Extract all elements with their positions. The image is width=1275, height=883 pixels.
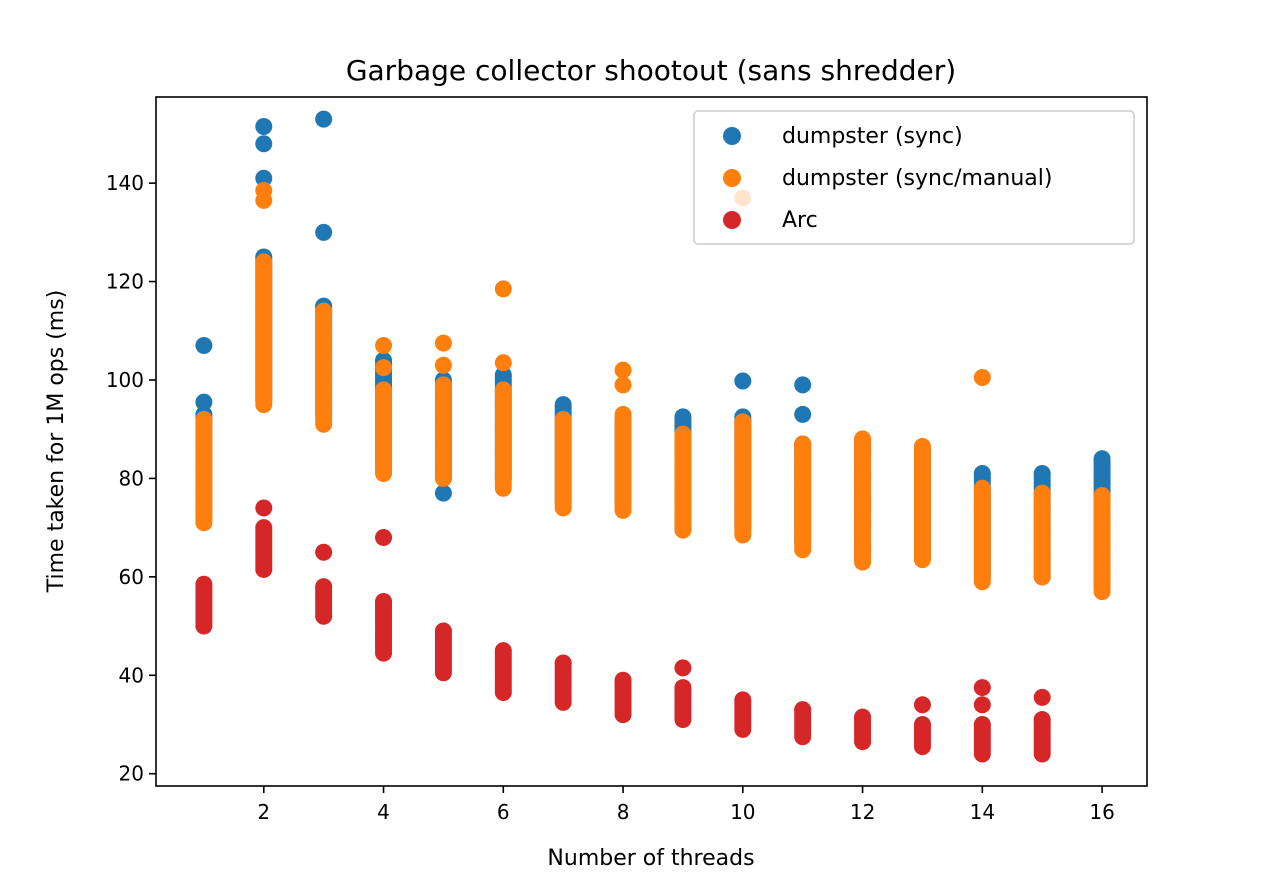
data-point [375,592,393,610]
data-point-outlier [315,543,333,561]
legend-label-arc: Arc [782,208,818,233]
data-point-outlier [375,337,393,355]
data-point [434,622,452,640]
data-point [195,410,213,428]
data-point-outlier [494,280,512,298]
data-point [434,376,452,394]
data-point-outlier [794,405,812,423]
data-point-outlier [434,356,452,374]
data-point [854,708,872,726]
y-axis-title: Time taken for 1M ops (ms) [44,290,69,594]
data-point [973,715,991,733]
legend: dumpster (sync) dumpster (sync/manual) A… [693,110,1135,245]
data-point [854,430,872,448]
data-point [1033,464,1051,482]
chart-title: Garbage collector shootout (sans shredde… [346,54,956,87]
data-point [734,413,752,431]
y-tick-label: 40 [119,663,144,687]
data-point-outlier [255,169,273,187]
data-point [315,578,333,596]
data-point [1033,711,1051,729]
data-point [674,425,692,443]
data-point [913,437,931,455]
legend-box [693,110,1135,245]
data-point [554,654,572,672]
data-point [255,253,273,271]
data-point [255,519,273,537]
data-point-outlier [973,696,991,714]
data-point-outlier [375,359,393,377]
data-point-outlier [434,484,452,502]
data-point-outlier [973,679,991,697]
data-point [674,679,692,697]
data-point-outlier [614,376,632,394]
x-tick-label: 2 [257,800,270,824]
data-point-outlier [375,528,393,546]
plot-frame [155,96,1148,787]
data-point-outlier [255,118,273,136]
data-point-outlier [255,499,273,517]
x-tick-label: 14 [970,800,995,824]
x-tick-label: 10 [730,800,755,824]
y-tick-label: 20 [119,762,144,786]
data-point [494,642,512,660]
legend-label-dumpster-sync-manual: dumpster (sync/manual) [782,166,1052,191]
x-axis-title: Number of threads [547,846,754,871]
legend-label-dumpster-sync: dumpster (sync) [782,124,963,149]
x-axis: 2 4 6 8 10 12 14 16 [257,786,1115,824]
legend-marker-dumpster-sync-manual [723,169,741,187]
data-point [913,715,931,733]
x-tick-label: 8 [617,800,630,824]
data-point-outlier [1033,688,1051,706]
points-layer [195,110,1111,763]
data-point-outlier [913,696,931,714]
x-tick-label: 4 [377,800,390,824]
data-point-outlier [255,182,273,200]
data-point-outlier [195,337,213,355]
data-point [614,671,632,689]
data-point-outlier [434,334,452,352]
legend-marker-dumpster-sync [723,127,741,145]
y-tick-label: 80 [119,466,144,490]
y-tick-label: 60 [119,565,144,589]
data-point [315,302,333,320]
data-point-outlier [494,354,512,372]
y-axis: 20 40 60 80 100 120 140 [106,171,156,786]
data-point-outlier [315,110,333,128]
data-point-outlier [315,223,333,241]
data-point [554,410,572,428]
data-point [554,396,572,414]
data-point [794,435,812,453]
x-tick-label: 12 [850,800,875,824]
data-point-outlier [794,376,812,394]
data-point [1093,450,1111,468]
y-tick-label: 120 [106,270,144,294]
data-point-outlier [255,135,273,153]
y-tick-label: 100 [106,368,144,392]
x-tick-label: 16 [1089,800,1114,824]
data-point [973,464,991,482]
data-point-outlier [674,659,692,677]
data-point-outlier [734,372,752,390]
data-point [1033,484,1051,502]
data-point [614,405,632,423]
data-point [674,408,692,426]
series-1 [195,182,1111,601]
data-point [734,691,752,709]
data-point [375,381,393,399]
legend-marker-arc [723,211,741,229]
data-point [794,701,812,719]
y-tick-label: 140 [106,171,144,195]
data-point [1093,487,1111,505]
data-point [195,575,213,593]
series-2 [195,499,1051,763]
data-point [973,479,991,497]
data-point-outlier [614,361,632,379]
data-point [494,381,512,399]
x-tick-label: 6 [497,800,510,824]
data-point-outlier [973,369,991,387]
data-point-outlier [195,393,213,411]
data-point [494,366,512,384]
